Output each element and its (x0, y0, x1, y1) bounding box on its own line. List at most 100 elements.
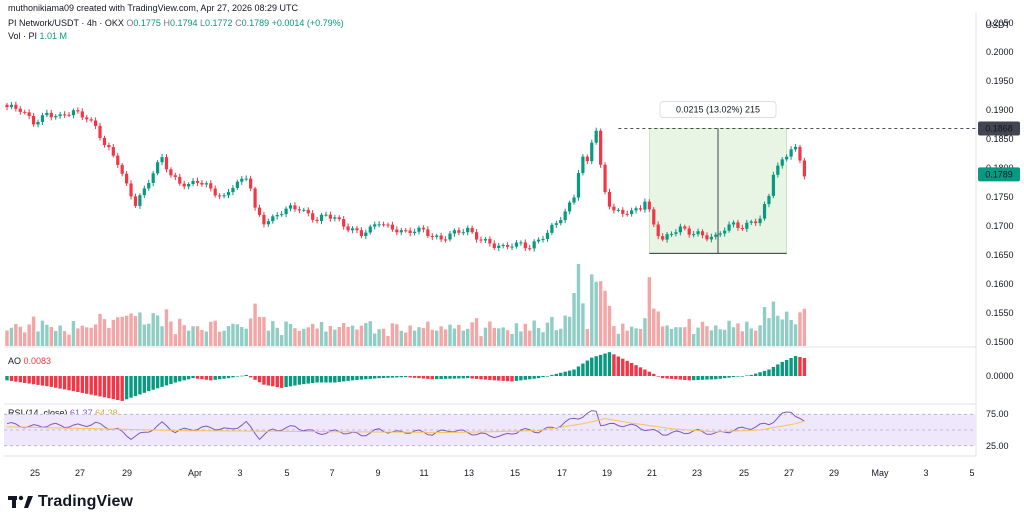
currency-label[interactable]: USDT (985, 20, 1011, 30)
candle-body (342, 219, 346, 227)
candle-body (213, 188, 217, 196)
volume-bar (479, 336, 483, 346)
ao-bar (222, 376, 226, 379)
ao-bar (14, 376, 18, 382)
volume-bar (488, 321, 492, 346)
volume-bar (474, 318, 479, 346)
volume-bar (572, 293, 576, 346)
volume-bar (297, 330, 302, 346)
volume-bar (669, 329, 674, 346)
candle-body (461, 232, 465, 234)
candle-body (767, 195, 771, 205)
volume-bar (541, 332, 545, 346)
volume-bar (244, 328, 248, 346)
candle-body (474, 232, 479, 240)
candle-body (594, 130, 598, 143)
ao-bar (643, 369, 647, 376)
ao-bar (417, 376, 421, 379)
ao-bar (257, 376, 262, 383)
ao-bar (581, 363, 585, 376)
volume-bar (293, 328, 297, 346)
volume-bar (346, 326, 350, 346)
ao-label[interactable]: AO (8, 356, 22, 366)
candle-body (355, 228, 359, 231)
tradingview-brand[interactable]: TradingView (8, 493, 133, 511)
ao-legend: AO 0.0083 (8, 356, 51, 366)
ao-bar (390, 376, 395, 378)
ao-bar (164, 376, 169, 386)
volume-bar (758, 325, 762, 346)
candle-body (102, 137, 107, 146)
rsi-tick-label: 25.00 (986, 441, 1009, 451)
tradingview-logo-icon (8, 495, 33, 508)
rsi-line (6, 410, 805, 441)
candle-body (160, 157, 164, 163)
ao-bar (474, 376, 479, 379)
candle-body (678, 226, 682, 233)
candle-body (430, 236, 434, 238)
ao-bar (563, 371, 567, 376)
volume-bar (169, 321, 173, 346)
ao-bar (501, 376, 505, 381)
volume-bar (173, 334, 178, 346)
volume-bar (736, 323, 740, 346)
volume-bar (390, 323, 395, 346)
ao-bar (5, 376, 9, 381)
volume-bar (40, 320, 45, 346)
ao-bar (284, 376, 288, 388)
candle-body (514, 242, 519, 247)
volume-bar (377, 329, 381, 346)
ao-bar (550, 374, 554, 376)
volume-bar (107, 327, 111, 346)
ao-bar (665, 376, 669, 379)
volume-bar (798, 312, 802, 346)
ao-bar (386, 376, 390, 378)
candle-body (222, 195, 226, 197)
volume-label[interactable]: Vol · PI (8, 31, 38, 41)
ao-bar (45, 376, 49, 387)
volume-bar (576, 264, 581, 346)
volume-bar (160, 326, 164, 346)
rsi-label[interactable]: RSI (14, close) (8, 408, 68, 418)
ao-bar (155, 376, 160, 389)
ao-bar (80, 376, 85, 393)
rsi-tick-label: 75.00 (986, 409, 1009, 419)
candle-body (80, 111, 84, 118)
volume-bar (155, 315, 160, 346)
volume-bar (337, 326, 341, 346)
candle-body (665, 234, 669, 240)
ao-bar (372, 376, 377, 379)
volume-bar (634, 328, 638, 346)
volume-bar (802, 308, 807, 346)
ao-bar (594, 356, 598, 376)
volume-bar (279, 335, 284, 346)
ao-bar (776, 364, 780, 376)
ao-bar (116, 376, 120, 401)
ao-bar (93, 376, 98, 396)
volume-bar (776, 315, 780, 346)
candle-body (740, 227, 744, 229)
ao-bar (204, 376, 209, 380)
candle-body (14, 104, 18, 109)
volume-bar (262, 316, 266, 346)
candle-body (235, 181, 239, 188)
ao-bar (532, 376, 536, 379)
candle-body (386, 224, 390, 226)
candle-body (27, 112, 31, 117)
volume-bar (448, 324, 452, 346)
ao-bar (368, 376, 372, 379)
measure-label: 0.0215 (13.02%) 215 (676, 105, 760, 115)
candle-body (40, 115, 45, 122)
ao-bar (705, 376, 709, 380)
ao-bar (683, 376, 687, 380)
volume-bar (231, 323, 235, 346)
volume-bar (36, 331, 40, 346)
volume-bar (545, 322, 550, 346)
candle-body (350, 228, 355, 231)
volume-bar (656, 311, 660, 346)
ao-bar (638, 367, 643, 376)
candle-body (692, 234, 696, 236)
volume-bar (421, 328, 426, 346)
symbol-title[interactable]: PI Network/USDT · 4h · OKX (8, 18, 124, 28)
